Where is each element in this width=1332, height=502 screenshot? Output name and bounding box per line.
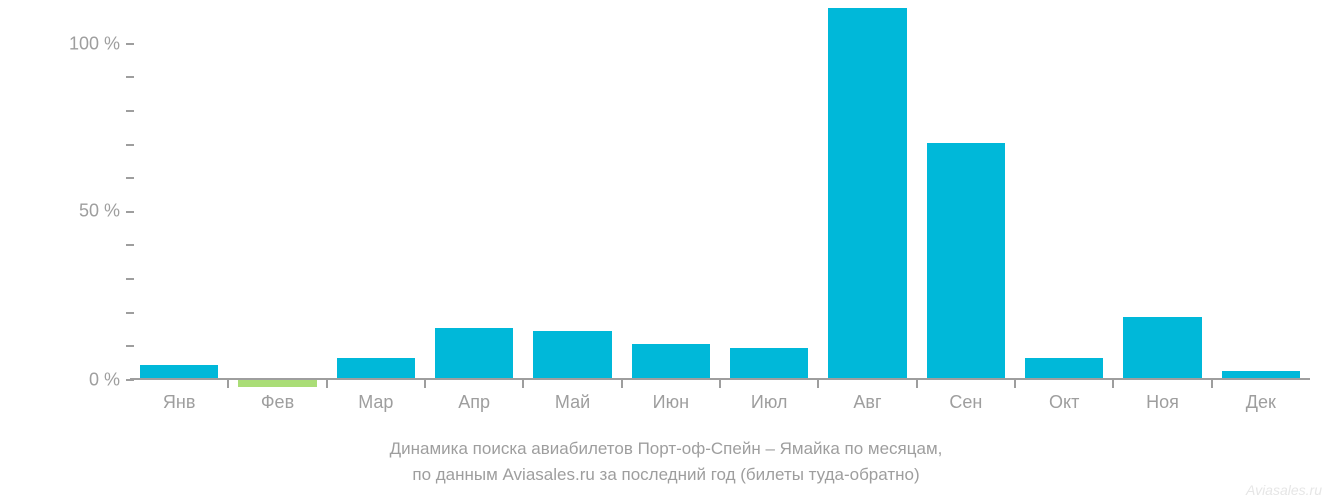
y-major-tick xyxy=(126,379,134,381)
caption-line-2: по данным Aviasales.ru за последний год … xyxy=(0,462,1332,488)
y-tick-label-50: 50 % xyxy=(79,201,120,222)
x-label-Янв: Янв xyxy=(163,392,196,413)
x-tick xyxy=(326,380,328,388)
bar-Май xyxy=(533,331,612,378)
bar-Фев xyxy=(238,380,317,387)
x-tick xyxy=(719,380,721,388)
x-label-Ноя: Ноя xyxy=(1146,392,1179,413)
y-major-tick xyxy=(126,211,134,213)
x-tick xyxy=(1014,380,1016,388)
plot-area xyxy=(130,10,1310,380)
x-label-Авг: Авг xyxy=(853,392,881,413)
y-minor-tick xyxy=(126,110,134,112)
y-minor-tick xyxy=(126,244,134,246)
x-label-Июн: Июн xyxy=(653,392,689,413)
y-minor-tick xyxy=(126,345,134,347)
bar-Окт xyxy=(1025,358,1104,378)
x-tick xyxy=(621,380,623,388)
x-label-Май: Май xyxy=(555,392,590,413)
x-label-Июл: Июл xyxy=(751,392,788,413)
y-tick-label-0: 0 % xyxy=(89,370,120,391)
y-tick-label-100: 100 % xyxy=(69,34,120,55)
x-tick xyxy=(916,380,918,388)
x-label-Мар: Мар xyxy=(358,392,393,413)
bar-Янв xyxy=(140,365,219,378)
bar-Апр xyxy=(435,328,514,378)
bar-Июл xyxy=(730,348,809,378)
caption-line-1: Динамика поиска авиабилетов Порт-оф-Спей… xyxy=(0,436,1332,462)
x-tick xyxy=(227,380,229,388)
bar-Авг xyxy=(828,8,907,378)
y-minor-tick xyxy=(126,144,134,146)
x-label-Окт: Окт xyxy=(1049,392,1079,413)
y-minor-tick xyxy=(126,177,134,179)
bar-Мар xyxy=(337,358,416,378)
x-tick xyxy=(817,380,819,388)
y-minor-tick xyxy=(126,312,134,314)
monthly-search-bar-chart: 0 % 50 % 100 % Динамика поиска авиабилет… xyxy=(0,0,1332,502)
watermark: Aviasales.ru xyxy=(1246,482,1322,498)
chart-caption: Динамика поиска авиабилетов Порт-оф-Спей… xyxy=(0,436,1332,487)
bar-Ноя xyxy=(1123,317,1202,378)
x-tick xyxy=(1211,380,1213,388)
y-major-tick xyxy=(126,43,134,45)
bar-Сен xyxy=(927,143,1006,378)
y-minor-tick xyxy=(126,76,134,78)
x-tick xyxy=(1112,380,1114,388)
x-label-Апр: Апр xyxy=(458,392,490,413)
x-tick xyxy=(522,380,524,388)
x-tick xyxy=(424,380,426,388)
x-label-Фев: Фев xyxy=(261,392,294,413)
bar-Дек xyxy=(1222,371,1301,378)
y-minor-tick xyxy=(126,278,134,280)
x-label-Сен: Сен xyxy=(949,392,982,413)
x-label-Дек: Дек xyxy=(1246,392,1276,413)
bar-Июн xyxy=(632,344,711,378)
